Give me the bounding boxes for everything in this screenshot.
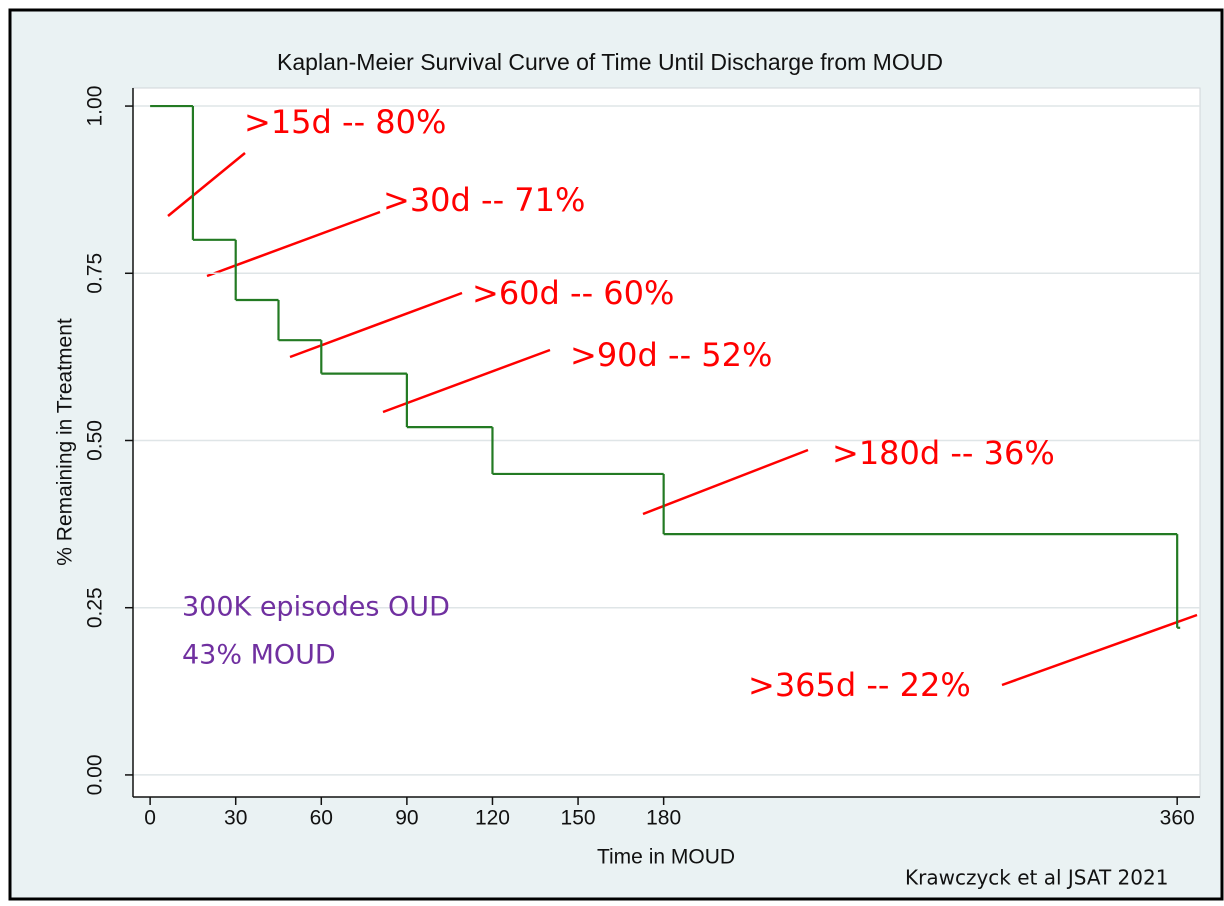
y-tick-label: 0.75 [84, 253, 107, 294]
y-tick-label: 0.50 [84, 420, 107, 461]
x-tick-label: 90 [395, 807, 418, 830]
annotation: >15d -- 80% [244, 103, 446, 141]
y-tick-label: 0.25 [84, 587, 107, 628]
x-axis-label: Time in MOUD [597, 846, 735, 869]
note: 300K episodes OUD [182, 592, 450, 623]
annotation: >180d -- 36% [832, 434, 1055, 472]
annotation-line [642, 448, 809, 516]
x-tick-label: 60 [310, 807, 333, 830]
y-tick-label: 1.00 [84, 86, 107, 127]
annotation: >365d -- 22% [748, 666, 971, 704]
annotation-line [167, 152, 246, 217]
x-tick-label: 0 [144, 807, 156, 830]
annotation-line [289, 291, 463, 359]
x-tick-label: 120 [475, 807, 510, 830]
x-tick-label: 360 [1160, 807, 1195, 830]
annotation: >30d -- 71% [383, 181, 585, 219]
annotation: >60d -- 60% [472, 274, 674, 312]
source: Krawczyck et al JSAT 2021 [905, 866, 1168, 890]
y-tick-label: 0.00 [84, 754, 107, 795]
annotation-line [1001, 613, 1198, 687]
x-tick-label: 150 [561, 807, 596, 830]
note: 43% MOUD [182, 640, 336, 671]
annotation-line [382, 348, 551, 414]
annotation: >90d -- 52% [570, 336, 772, 374]
y-axis-label: % Remaining in Treatment [54, 318, 77, 566]
x-tick-label: 180 [646, 807, 681, 830]
chart-title: Kaplan-Meier Survival Curve of Time Unti… [277, 49, 943, 75]
x-tick-label: 30 [224, 807, 247, 830]
